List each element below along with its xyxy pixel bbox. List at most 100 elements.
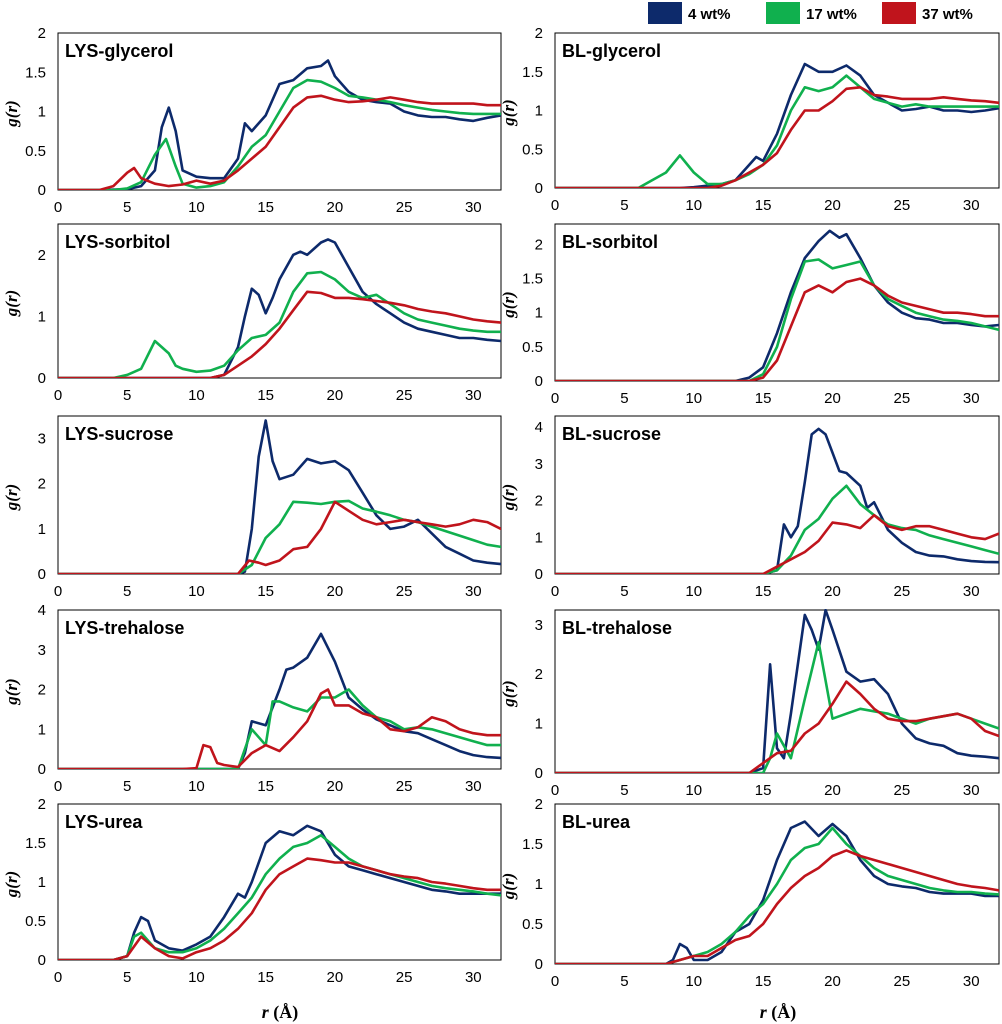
y-tick-label: 3 [535, 456, 543, 473]
x-tick-label: 25 [894, 197, 911, 214]
series-line [58, 824, 501, 960]
plot-frame [554, 223, 1000, 382]
chart-panel: 0 5 10 15 20 25 30 0 1 2 3 4 g(r) LYS-trehalose [2, 602, 502, 795]
x-tick-label: 20 [824, 390, 841, 407]
y-tick-label: 1 [535, 716, 543, 733]
legend: 4 wt% 17 wt% 37 wt% [648, 2, 973, 24]
series-line [555, 820, 999, 964]
x-tick-label: 5 [123, 387, 131, 404]
legend-label: 37 wt% [922, 6, 973, 23]
panel-title: BL-glycerol [562, 41, 661, 61]
x-tick-label: 30 [963, 583, 980, 600]
x-axis-label-symbol: r [760, 1002, 768, 1022]
x-tick-label: 25 [396, 778, 413, 795]
y-tick-label: 2 [38, 796, 46, 813]
y-tick-label: 1 [38, 521, 46, 538]
y-tick-label: 1 [38, 721, 46, 738]
series-line [58, 688, 501, 769]
y-tick-label: 3 [38, 431, 46, 448]
y-tick-label: 2 [38, 476, 46, 493]
x-tick-label: 10 [685, 973, 702, 990]
x-tick-label: 25 [894, 583, 911, 600]
x-axis-label-left: r (Å) [262, 1002, 299, 1023]
x-tick-label: 20 [327, 199, 344, 216]
series-line [58, 270, 501, 378]
x-tick-label: 10 [188, 583, 205, 600]
x-tick-label: 5 [620, 782, 628, 799]
x-tick-label: 15 [755, 973, 772, 990]
chart-panel: 0 5 10 15 20 25 30 0 1 2 3 g(r) LYS-sucrose [2, 415, 502, 600]
plot-frame [554, 32, 1000, 189]
x-tick-label: 15 [755, 782, 772, 799]
y-tick-label: 0 [535, 956, 543, 973]
series-line [555, 277, 999, 381]
y-axis-label: g(r) [499, 680, 518, 707]
y-tick-label: 1.5 [522, 836, 543, 853]
y-tick-label: 2 [38, 682, 46, 699]
y-tick-label: 0 [38, 182, 46, 199]
y-axis-label: g(r) [499, 484, 518, 511]
x-tick-label: 15 [257, 583, 274, 600]
series-group [58, 59, 501, 190]
y-tick-label: 0 [38, 761, 46, 778]
x-axis-label-unit: (Å) [767, 1002, 797, 1023]
y-tick-label: 1.5 [522, 64, 543, 81]
series-line [58, 59, 501, 190]
x-tick-label: 15 [257, 199, 274, 216]
x-axis-label-right: r (Å) [760, 1002, 797, 1023]
y-tick-label: 0.5 [25, 143, 46, 160]
legend-swatch [766, 2, 800, 24]
x-tick-label: 0 [54, 583, 62, 600]
x-tick-label: 10 [685, 390, 702, 407]
x-tick-label: 5 [620, 973, 628, 990]
y-axis-label: g(r) [2, 484, 21, 511]
series-line [555, 86, 999, 188]
x-tick-label: 0 [54, 778, 62, 795]
x-tick-label: 10 [188, 778, 205, 795]
y-tick-label: 0 [38, 370, 46, 387]
series-group [58, 824, 501, 960]
y-tick-label: 2 [535, 493, 543, 510]
x-tick-label: 20 [327, 387, 344, 404]
series-line [58, 500, 501, 574]
x-tick-label: 5 [123, 969, 131, 986]
x-tick-label: 20 [327, 969, 344, 986]
legend-swatch [648, 2, 682, 24]
x-tick-label: 0 [54, 969, 62, 986]
y-axis-label: g(r) [499, 873, 518, 900]
y-tick-label: 3 [535, 617, 543, 634]
series-group [555, 229, 999, 381]
y-axis-label: g(r) [2, 100, 21, 127]
series-line [58, 238, 501, 378]
x-tick-label: 5 [620, 197, 628, 214]
x-tick-label: 5 [123, 778, 131, 795]
series-line [555, 680, 999, 773]
y-tick-label: 0 [535, 373, 543, 390]
x-tick-label: 30 [465, 387, 482, 404]
chart-panel: 0 5 10 15 20 25 30 0 1 2 g(r) LYS-sorbitol [2, 223, 502, 404]
panel-title: BL-trehalose [562, 618, 672, 638]
x-tick-label: 0 [551, 583, 559, 600]
plot-frame [554, 415, 1000, 575]
legend-label: 4 wt% [688, 6, 731, 23]
x-tick-label: 30 [963, 390, 980, 407]
x-tick-label: 5 [620, 390, 628, 407]
y-tick-label: 1 [535, 876, 543, 893]
x-tick-label: 20 [327, 583, 344, 600]
series-line [555, 258, 999, 381]
panel-title: LYS-trehalose [65, 618, 184, 638]
x-tick-label: 15 [755, 583, 772, 600]
y-tick-label: 1.5 [25, 64, 46, 81]
chart-panel: 0 5 10 15 20 25 30 0 0.5 1 1.5 2 g(r) BL-sorbitol [499, 223, 1000, 407]
panel-title: LYS-sorbitol [65, 232, 170, 252]
y-tick-label: 4 [38, 602, 46, 619]
x-axis-label-unit: (Å) [269, 1002, 299, 1023]
panel-title: LYS-urea [65, 812, 143, 832]
series-line [58, 78, 501, 190]
x-tick-label: 30 [465, 583, 482, 600]
x-tick-label: 10 [685, 583, 702, 600]
y-tick-label: 1 [535, 305, 543, 322]
series-line [555, 229, 999, 381]
